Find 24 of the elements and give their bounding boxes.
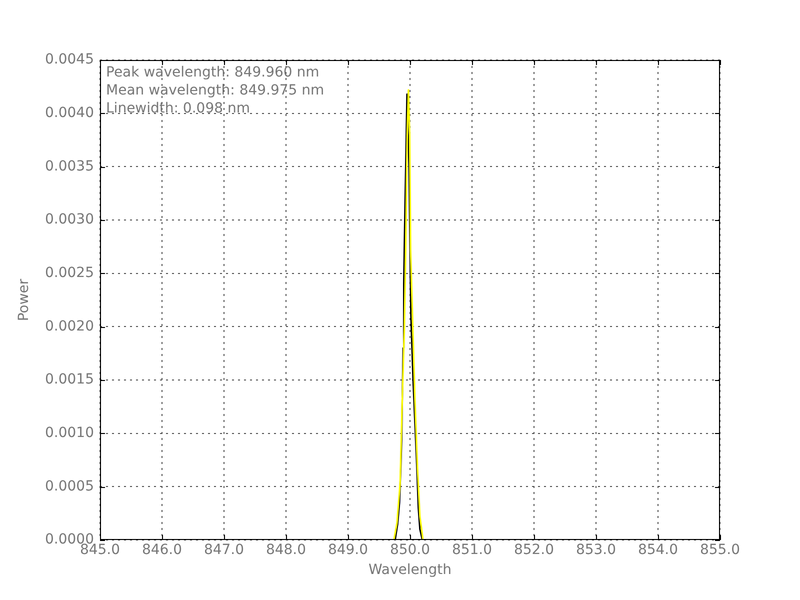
x-tick-label: 849.0	[328, 542, 368, 558]
x-tick-label: 853.0	[576, 542, 616, 558]
y-tick-label: 0.0020	[45, 318, 94, 334]
y-tick-label: 0.0025	[45, 264, 94, 281]
x-tick-label: 850.0	[390, 542, 430, 558]
x-tick-label: 851.0	[452, 542, 492, 558]
y-axis-title: Power	[16, 278, 32, 322]
x-tick-label: 855.0	[700, 542, 740, 558]
annotation: Linewidth: 0.098 nm	[106, 100, 250, 117]
annotation: Mean wavelength: 849.975 nm	[106, 82, 324, 99]
y-tick-label: 0.0035	[45, 158, 94, 174]
x-axis-title: Wavelength	[368, 562, 452, 578]
y-tick-label: 0.0005	[45, 478, 94, 494]
annotation: Peak wavelength: 849.960 nm	[106, 64, 320, 81]
y-tick-label: 0.0040	[45, 104, 94, 121]
y-tick-label: 0.0015	[45, 372, 94, 388]
x-tick-label: 852.0	[514, 542, 554, 558]
y-tick-label: 0.0045	[45, 52, 94, 68]
y-tick-label: 0.0010	[45, 424, 94, 441]
x-tick-label: 846.0	[142, 542, 182, 558]
x-tick-label: 847.0	[204, 542, 244, 558]
x-tick-label: 848.0	[266, 542, 306, 558]
y-tick-label: 0.0030	[45, 212, 94, 228]
x-tick-label: 854.0	[638, 542, 678, 558]
